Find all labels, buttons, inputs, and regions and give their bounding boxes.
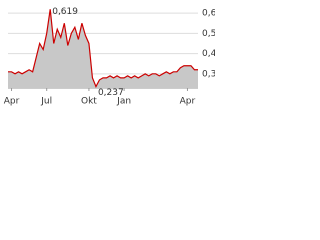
line bbox=[8, 9, 198, 89]
y-tick-label: 0,3 bbox=[202, 69, 215, 79]
x-tick-label: Jan bbox=[116, 97, 131, 107]
y-tick-label: 0,5 bbox=[202, 29, 215, 39]
value-label: 0,237 bbox=[98, 88, 124, 98]
value-label: 0,619 bbox=[52, 7, 78, 17]
y-tick-label: 0,4 bbox=[202, 49, 215, 59]
chart: 0,3 0,4 0,5 0,6 Apr Jul Okt Jan Apr 0,619 0,237 bbox=[4, 7, 215, 107]
x-tick-label: Apr bbox=[180, 97, 196, 107]
x-tick-label: Jul bbox=[40, 97, 52, 107]
x-tick-label: Okt bbox=[81, 97, 97, 107]
area bbox=[8, 9, 198, 88]
y-tick-label: 0,6 bbox=[202, 9, 215, 19]
x-tick-label: Apr bbox=[4, 97, 20, 107]
